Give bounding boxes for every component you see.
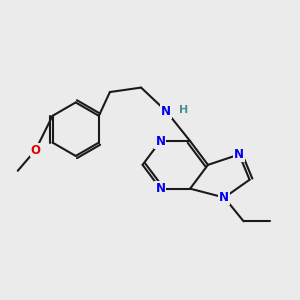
Text: N: N — [155, 135, 165, 148]
Text: O: O — [31, 143, 40, 157]
Text: H: H — [179, 105, 188, 115]
Text: N: N — [161, 105, 171, 118]
Text: N: N — [219, 191, 229, 204]
Text: N: N — [155, 182, 165, 195]
Text: N: N — [234, 148, 244, 161]
